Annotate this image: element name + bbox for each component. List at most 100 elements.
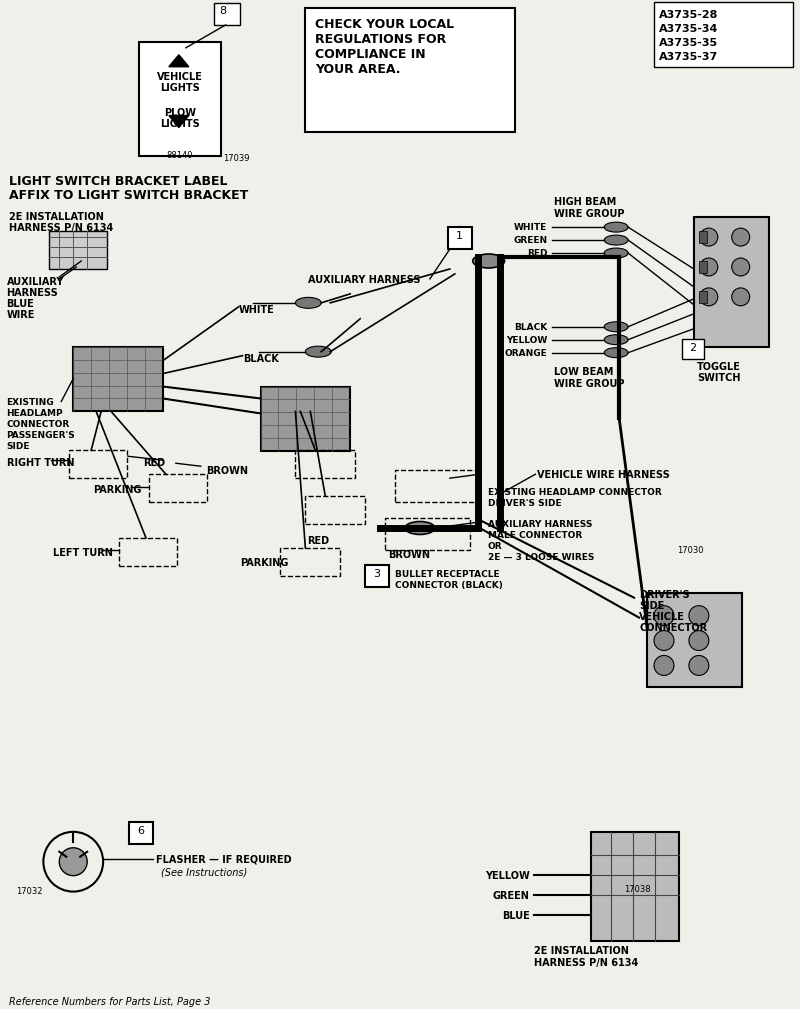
Text: CHECK YOUR LOCAL
REGULATIONS FOR
COMPLIANCE IN
YOUR AREA.: CHECK YOUR LOCAL REGULATIONS FOR COMPLIA… [315,18,454,76]
Bar [699,291,707,303]
Text: CONNECTOR: CONNECTOR [6,421,70,430]
Circle shape [654,631,674,651]
Text: YELLOW: YELLOW [485,871,530,881]
Text: 2E — 3 LOOSE WIRES: 2E — 3 LOOSE WIRES [488,553,594,562]
Text: BLACK: BLACK [514,323,547,332]
Text: BROWN: BROWN [388,550,430,560]
Text: 17032: 17032 [17,887,43,896]
Text: 3: 3 [374,569,381,579]
Ellipse shape [306,346,331,357]
Bar [119,538,177,566]
Text: 2E INSTALLATION: 2E INSTALLATION [534,946,630,957]
Bar [647,592,742,687]
Text: FLASHER — IF REQUIRED: FLASHER — IF REQUIRED [156,855,291,865]
Text: LOW BEAM: LOW BEAM [554,366,614,376]
Text: BROWN: BROWN [206,466,248,476]
Text: 2: 2 [690,343,697,353]
Bar [591,831,679,941]
Polygon shape [169,54,189,67]
Text: HEADLAMP: HEADLAMP [6,410,63,419]
Text: DRIVER'S: DRIVER'S [639,589,690,599]
Text: A3735-34: A3735-34 [659,24,718,34]
Bar [365,565,389,587]
Text: AUXILIARY: AUXILIARY [6,276,64,287]
Circle shape [689,631,709,651]
Text: PLOW
LIGHTS: PLOW LIGHTS [160,108,200,129]
Text: YELLOW: YELLOW [506,336,547,345]
Circle shape [732,288,750,306]
Bar [50,231,107,269]
Ellipse shape [295,298,322,309]
Text: VEHICLE
LIGHTS: VEHICLE LIGHTS [157,72,202,93]
Text: TOGGLE: TOGGLE [697,361,741,371]
Text: CONNECTOR: CONNECTOR [639,623,707,633]
Text: BLUE: BLUE [502,910,530,920]
Circle shape [700,288,718,306]
Bar [699,261,707,273]
Text: PARKING: PARKING [241,558,289,568]
Ellipse shape [604,222,628,232]
Text: BLACK: BLACK [243,353,279,363]
Bar [694,217,769,347]
Text: 17030: 17030 [677,546,703,555]
Text: (See Instructions): (See Instructions) [161,868,247,878]
Circle shape [654,605,674,626]
Bar [214,3,240,25]
Bar [654,2,794,67]
Text: Reference Numbers for Parts List, Page 3: Reference Numbers for Parts List, Page 3 [10,997,211,1007]
Circle shape [689,605,709,626]
Text: RED: RED [143,458,165,468]
Text: WIRE: WIRE [6,310,35,320]
Ellipse shape [473,254,505,268]
Bar [261,386,350,451]
Polygon shape [169,116,189,127]
Text: A3735-28: A3735-28 [659,10,718,20]
Text: MALE CONNECTOR: MALE CONNECTOR [488,531,582,540]
Text: 88140: 88140 [166,151,193,160]
Circle shape [732,258,750,275]
Text: 8: 8 [219,6,226,16]
Text: BLUE: BLUE [6,299,34,309]
Circle shape [59,848,87,876]
Ellipse shape [604,235,628,245]
Text: AUXILIARY HARNESS: AUXILIARY HARNESS [308,274,421,285]
Text: WHITE: WHITE [514,223,547,232]
Text: 6: 6 [138,825,145,835]
Circle shape [732,228,750,246]
Bar [281,548,340,576]
Bar [139,41,221,156]
Text: WIRE GROUP: WIRE GROUP [554,209,625,219]
Text: SIDE: SIDE [6,442,30,451]
Text: A3735-35: A3735-35 [659,38,718,47]
Text: RED: RED [527,249,547,258]
Text: CONNECTOR (BLACK): CONNECTOR (BLACK) [395,581,503,590]
Bar [395,470,480,502]
Text: HIGH BEAM: HIGH BEAM [554,197,617,207]
Text: A3735-37: A3735-37 [659,51,718,62]
Text: DRIVER'S SIDE: DRIVER'S SIDE [488,499,562,509]
Text: ORANGE: ORANGE [505,349,547,357]
Text: RED: RED [307,536,330,546]
Bar [385,518,470,550]
Text: WHITE: WHITE [238,305,274,315]
Text: 1: 1 [456,231,463,241]
Text: BULLET RECEPTACLE: BULLET RECEPTACLE [395,570,500,579]
Text: 17038: 17038 [624,885,650,894]
Circle shape [689,656,709,675]
Text: 17039: 17039 [222,154,249,163]
Text: 2E INSTALLATION: 2E INSTALLATION [10,212,104,222]
Bar [74,347,163,412]
Text: HARNESS P/N 6134: HARNESS P/N 6134 [10,223,114,233]
Bar [682,339,704,358]
Bar [306,8,514,132]
Circle shape [700,258,718,275]
Text: VEHICLE WIRE HARNESS: VEHICLE WIRE HARNESS [538,470,670,480]
Ellipse shape [405,522,435,535]
Bar [149,474,206,502]
Text: LIGHT SWITCH BRACKET LABEL: LIGHT SWITCH BRACKET LABEL [10,176,228,189]
Bar [295,450,355,478]
Text: PASSENGER'S: PASSENGER'S [6,432,75,440]
Text: WIRE GROUP: WIRE GROUP [554,378,625,388]
Circle shape [700,228,718,246]
Text: GREEN: GREEN [514,236,547,245]
